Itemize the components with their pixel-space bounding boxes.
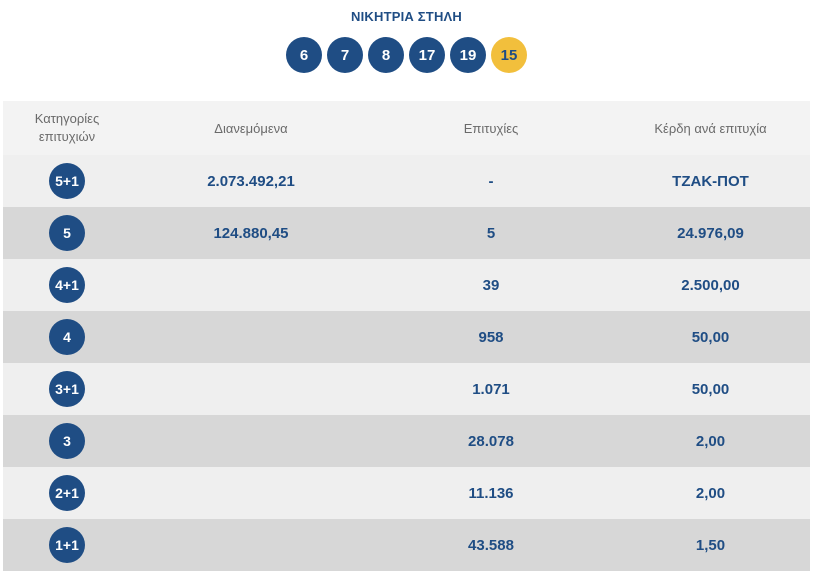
winners-cell: 11.136 [468, 484, 514, 502]
category-badge: 4+1 [49, 267, 85, 303]
table-header: Κατηγορίες επιτυχιών Διανεμόμενα Επιτυχί… [3, 101, 810, 155]
prize-cell: 2.500,00 [681, 276, 740, 294]
category-badge: 3+1 [49, 371, 85, 407]
prize-cell: ΤΖΑΚ-ΠΟΤ [672, 172, 749, 190]
distributed-cell: 124.880,45 [213, 224, 289, 242]
prize-table: Κατηγορίες επιτυχιών Διανεμόμενα Επιτυχί… [3, 101, 810, 571]
category-badge: 5 [49, 215, 85, 251]
winners-cell: 39 [482, 276, 500, 294]
distributed-cell: 2.073.492,21 [207, 172, 295, 190]
header-category-line2: επιτυχιών [38, 129, 96, 144]
winning-number-ball: 17 [409, 37, 445, 73]
prize-cell: 50,00 [691, 328, 730, 346]
winning-number-ball: 7 [327, 37, 363, 73]
winning-number-ball: 6 [286, 37, 322, 73]
prize-cell: 1,50 [695, 536, 726, 554]
winners-cell: 958 [478, 328, 504, 346]
table-row: 2+1 11.136 2,00 [3, 467, 810, 519]
winners-cell: 28.078 [468, 432, 514, 450]
header-prize: Κέρδη ανά επιτυχία [654, 120, 767, 136]
table-row: 5+1 2.073.492,21 - ΤΖΑΚ-ΠΟΤ [3, 155, 810, 207]
category-badge: 4 [49, 319, 85, 355]
category-badge: 2+1 [49, 475, 85, 511]
table-row: 3 28.078 2,00 [3, 415, 810, 467]
category-badge: 1+1 [49, 527, 85, 563]
category-badge: 5+1 [49, 163, 85, 199]
header-distributed: Διανεμόμενα [214, 120, 288, 136]
winning-numbers: 6 7 8 17 19 15 [0, 37, 813, 73]
bonus-number-ball: 15 [491, 37, 527, 73]
table-row: 1+1 43.588 1,50 [3, 519, 810, 571]
table-row: 3+1 1.071 50,00 [3, 363, 810, 415]
winners-cell: 5 [486, 224, 496, 242]
prize-cell: 2,00 [695, 484, 726, 502]
header-category: Κατηγορίες επιτυχιών [3, 110, 131, 146]
winners-cell: 43.588 [468, 536, 514, 554]
prize-cell: 2,00 [695, 432, 726, 450]
table-row: 4+1 39 2.500,00 [3, 259, 810, 311]
table-row: 4 958 50,00 [3, 311, 810, 363]
winning-number-ball: 19 [450, 37, 486, 73]
prize-cell: 50,00 [691, 380, 730, 398]
winning-number-ball: 8 [368, 37, 404, 73]
category-badge: 3 [49, 423, 85, 459]
header-category-line1: Κατηγορίες [34, 111, 100, 126]
prize-cell: 24.976,09 [677, 224, 744, 242]
winners-cell: 1.071 [472, 380, 510, 398]
table-row: 5 124.880,45 5 24.976,09 [3, 207, 810, 259]
winners-cell: - [488, 172, 494, 190]
header-winners: Επιτυχίες [463, 120, 519, 136]
winning-column-title: ΝΙΚΗΤΡΙΑ ΣΤΗΛΗ [351, 9, 462, 24]
